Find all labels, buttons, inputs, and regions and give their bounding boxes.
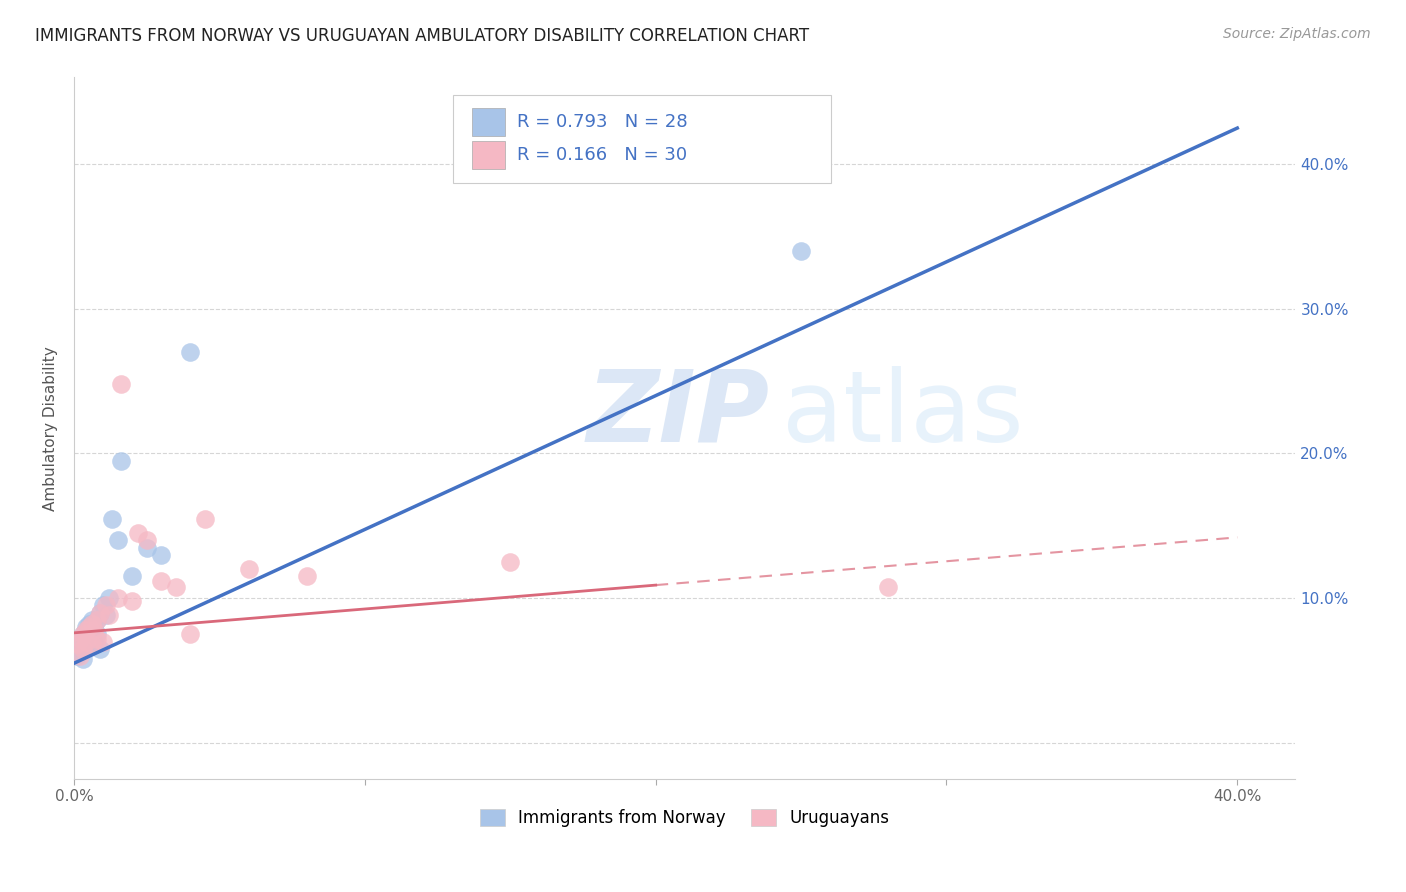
Point [179, 345, 201, 359]
Point [135, 533, 157, 548]
Point [80, 617, 103, 632]
Point [238, 562, 260, 576]
Point [83, 634, 105, 648]
Point [69, 641, 91, 656]
Point [790, 244, 813, 258]
Point [77, 617, 100, 632]
Point [72, 627, 94, 641]
Legend: Immigrants from Norway, Uruguayans: Immigrants from Norway, Uruguayans [474, 802, 896, 834]
Point [77, 620, 100, 634]
Point [75, 623, 97, 637]
Point [98, 591, 121, 606]
Point [110, 377, 132, 392]
Point [121, 594, 143, 608]
Point [75, 634, 97, 648]
Y-axis label: Ambulatory Disability: Ambulatory Disability [44, 346, 58, 510]
Point [194, 511, 217, 525]
Point [89, 606, 111, 620]
Text: Source: ZipAtlas.com: Source: ZipAtlas.com [1223, 27, 1371, 41]
Point [83, 620, 105, 634]
Point [72, 652, 94, 666]
Text: R = 0.793   N = 28: R = 0.793 N = 28 [517, 112, 688, 130]
Point [91, 599, 114, 613]
Point [83, 623, 105, 637]
Point [98, 608, 121, 623]
Point [179, 627, 201, 641]
Point [91, 634, 114, 648]
Point [69, 632, 91, 646]
Point [72, 627, 94, 641]
Point [66, 648, 89, 663]
Point [80, 623, 103, 637]
FancyBboxPatch shape [453, 95, 831, 183]
Point [94, 608, 117, 623]
Point [75, 637, 97, 651]
Text: atlas: atlas [783, 366, 1024, 463]
Point [72, 641, 94, 656]
Point [877, 580, 900, 594]
Text: IMMIGRANTS FROM NORWAY VS URUGUAYAN AMBULATORY DISABILITY CORRELATION CHART: IMMIGRANTS FROM NORWAY VS URUGUAYAN AMBU… [35, 27, 810, 45]
Point [86, 613, 108, 627]
Point [80, 637, 103, 651]
Point [110, 454, 132, 468]
Point [150, 548, 173, 562]
Point [94, 599, 117, 613]
Point [89, 606, 111, 620]
Point [107, 591, 129, 606]
Point [295, 569, 318, 583]
Point [77, 632, 100, 646]
Point [150, 574, 173, 588]
Point [86, 627, 108, 641]
Text: ZIP: ZIP [588, 366, 770, 463]
Text: R = 0.166   N = 30: R = 0.166 N = 30 [517, 146, 688, 164]
Point [69, 634, 91, 648]
Point [89, 641, 111, 656]
Point [107, 533, 129, 548]
Point [499, 555, 522, 569]
Point [69, 648, 91, 663]
Point [86, 613, 108, 627]
Point [86, 632, 108, 646]
Point [121, 569, 143, 583]
FancyBboxPatch shape [472, 141, 505, 169]
FancyBboxPatch shape [472, 108, 505, 136]
Point [66, 637, 89, 651]
Point [80, 613, 103, 627]
Point [165, 580, 187, 594]
Point [101, 511, 124, 525]
Point [75, 620, 97, 634]
Point [127, 526, 149, 541]
Point [135, 541, 157, 555]
